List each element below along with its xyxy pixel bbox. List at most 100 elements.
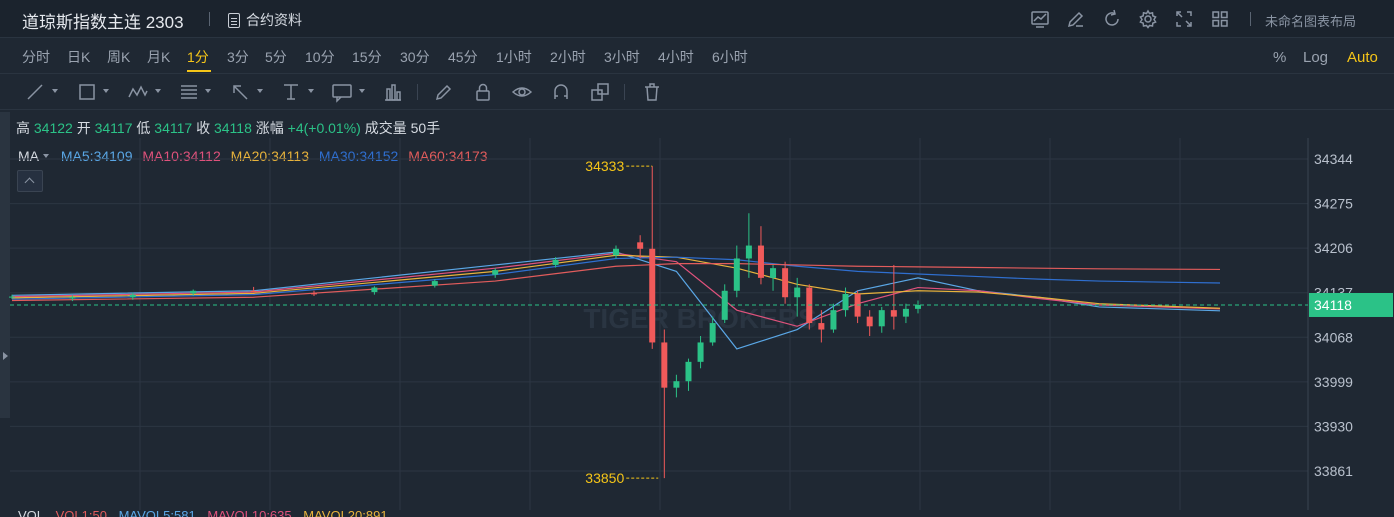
y-tick-label: 33999	[1314, 374, 1353, 390]
candle-body	[661, 342, 668, 388]
layout-name[interactable]: 未命名图表布局	[1265, 14, 1357, 29]
candle-body	[818, 323, 825, 330]
ma60-value: MA60:34173	[408, 148, 488, 164]
period-tab[interactable]: 日K	[67, 49, 91, 65]
trash-icon[interactable]	[641, 81, 663, 103]
candle-body	[830, 310, 837, 330]
candle-body	[890, 310, 897, 317]
lock-icon[interactable]	[472, 81, 494, 103]
magnet-icon[interactable]	[550, 81, 572, 103]
ma30-value: MA30:34152	[318, 148, 399, 164]
high-marker-label: 34333	[585, 158, 624, 174]
candle-body	[673, 381, 680, 388]
period-tab[interactable]: 3分	[227, 49, 249, 65]
ma5-value: MA5:34109	[60, 148, 133, 164]
volume-label: 成交量	[364, 120, 407, 136]
candle-body	[915, 304, 921, 309]
ohlc-legend: 高 34122 开 34117 低 34117 收 34118 涨幅 +4(+0…	[16, 118, 440, 138]
chevron-down-icon[interactable]	[155, 89, 161, 93]
chevron-down-icon[interactable]	[359, 89, 365, 93]
settings-icon[interactable]	[1138, 9, 1158, 29]
candle-body	[311, 293, 317, 295]
divider	[209, 12, 210, 26]
fib-icon[interactable]	[178, 81, 200, 103]
arrow-icon[interactable]	[229, 81, 251, 103]
candle-body	[697, 342, 704, 362]
close-value: 34118	[213, 120, 252, 136]
y-tick-label: 33861	[1314, 463, 1353, 479]
period-tab[interactable]: 3小时	[604, 49, 640, 65]
vol1-value: VOL1:50	[55, 508, 107, 517]
ma-label[interactable]: MA	[18, 148, 39, 164]
period-tab[interactable]: 5分	[265, 49, 287, 65]
period-tab[interactable]: 1小时	[496, 49, 532, 65]
pencil-icon[interactable]	[433, 81, 455, 103]
change-label: 涨幅	[255, 120, 284, 136]
period-tab-active[interactable]: 1分	[187, 49, 209, 65]
text-icon[interactable]	[280, 81, 302, 103]
ma-line	[11, 254, 1221, 309]
candle-body	[709, 323, 716, 343]
period-tab[interactable]: 周K	[107, 49, 131, 65]
pattern-icon[interactable]	[127, 81, 149, 103]
price-tag-label: 34118	[1314, 297, 1352, 313]
chevron-down-icon[interactable]	[308, 89, 314, 93]
period-tab[interactable]: 2小时	[550, 49, 586, 65]
chevron-down-icon[interactable]	[205, 89, 211, 93]
period-tab[interactable]: 6小时	[712, 49, 748, 65]
active-period-indicator	[187, 70, 211, 72]
side-panel-handle[interactable]	[0, 112, 10, 418]
log-scale-toggle[interactable]: Log	[1303, 49, 1329, 66]
chevron-down-icon[interactable]	[43, 154, 49, 159]
mavol20-value: MAVOL20:891	[303, 508, 388, 517]
volume-value: 50手	[410, 120, 441, 136]
period-tab[interactable]: 月K	[147, 49, 171, 65]
period-tab[interactable]: 分时	[22, 49, 50, 65]
chevron-down-icon[interactable]	[103, 89, 109, 93]
vol-label[interactable]: VOL	[18, 508, 45, 517]
chevron-down-icon[interactable]	[257, 89, 263, 93]
auto-scale-toggle[interactable]: Auto	[1347, 49, 1378, 66]
candle-body	[552, 259, 559, 265]
divider	[624, 84, 625, 100]
chart-icon[interactable]	[1030, 9, 1050, 29]
candle-body	[129, 294, 136, 298]
period-tab[interactable]: 30分	[400, 49, 430, 65]
ruler-icon[interactable]	[382, 81, 404, 103]
edit-icon[interactable]	[1066, 9, 1086, 29]
period-tab[interactable]: 10分	[305, 49, 335, 65]
period-tab[interactable]: 4小时	[658, 49, 694, 65]
low-marker-label: 33850	[585, 470, 624, 486]
fullscreen-icon[interactable]	[1174, 9, 1194, 29]
mavol10-value: MAVOL10:635	[207, 508, 292, 517]
price-chart[interactable]: TIGER BROKERS 34333 33850 34344 34275 34206 34…	[0, 138, 1394, 510]
grid-layout-icon[interactable]	[1210, 9, 1230, 29]
collapse-legend-button[interactable]	[17, 170, 43, 192]
contract-info-label: 合约资料	[246, 12, 302, 28]
ma-line	[11, 263, 1221, 302]
candle-body	[770, 268, 777, 278]
eye-icon[interactable]	[511, 81, 533, 103]
top-toolbar: 道琼斯指数主连 2303 合约资料 未命名图表布局	[0, 0, 1394, 38]
percent-scale-toggle[interactable]: %	[1273, 49, 1287, 66]
candle-body	[649, 248, 656, 343]
y-tick-label: 34344	[1314, 151, 1353, 167]
ma-legend: MA MA5:34109 MA10:34112 MA20:34113 MA30:…	[18, 148, 494, 164]
period-tab[interactable]: 45分	[448, 49, 478, 65]
period-bar: 分时 日K 周K 月K 1分 3分 5分 10分 15分 30分 45分 1小时…	[0, 38, 1394, 74]
rectangle-icon[interactable]	[76, 81, 98, 103]
contract-info-button[interactable]: 合约资料	[228, 10, 302, 30]
watermark-text: TIGER BROKERS	[583, 303, 816, 334]
trend-line-icon[interactable]	[24, 81, 46, 103]
candle-body	[794, 287, 801, 298]
chevron-down-icon[interactable]	[52, 89, 58, 93]
copy-icon[interactable]	[589, 81, 611, 103]
high-label: 高	[16, 120, 30, 136]
period-tab[interactable]: 15分	[352, 49, 382, 65]
candle-body	[250, 290, 257, 293]
annotation-icon[interactable]	[331, 81, 353, 103]
volume-legend: VOL VOL1:50 MAVOL5:581 MAVOL10:635 MAVOL…	[18, 508, 396, 517]
high-value: 34122	[33, 120, 73, 136]
symbol-title[interactable]: 道琼斯指数主连 2303	[22, 13, 184, 32]
refresh-icon[interactable]	[1102, 9, 1122, 29]
